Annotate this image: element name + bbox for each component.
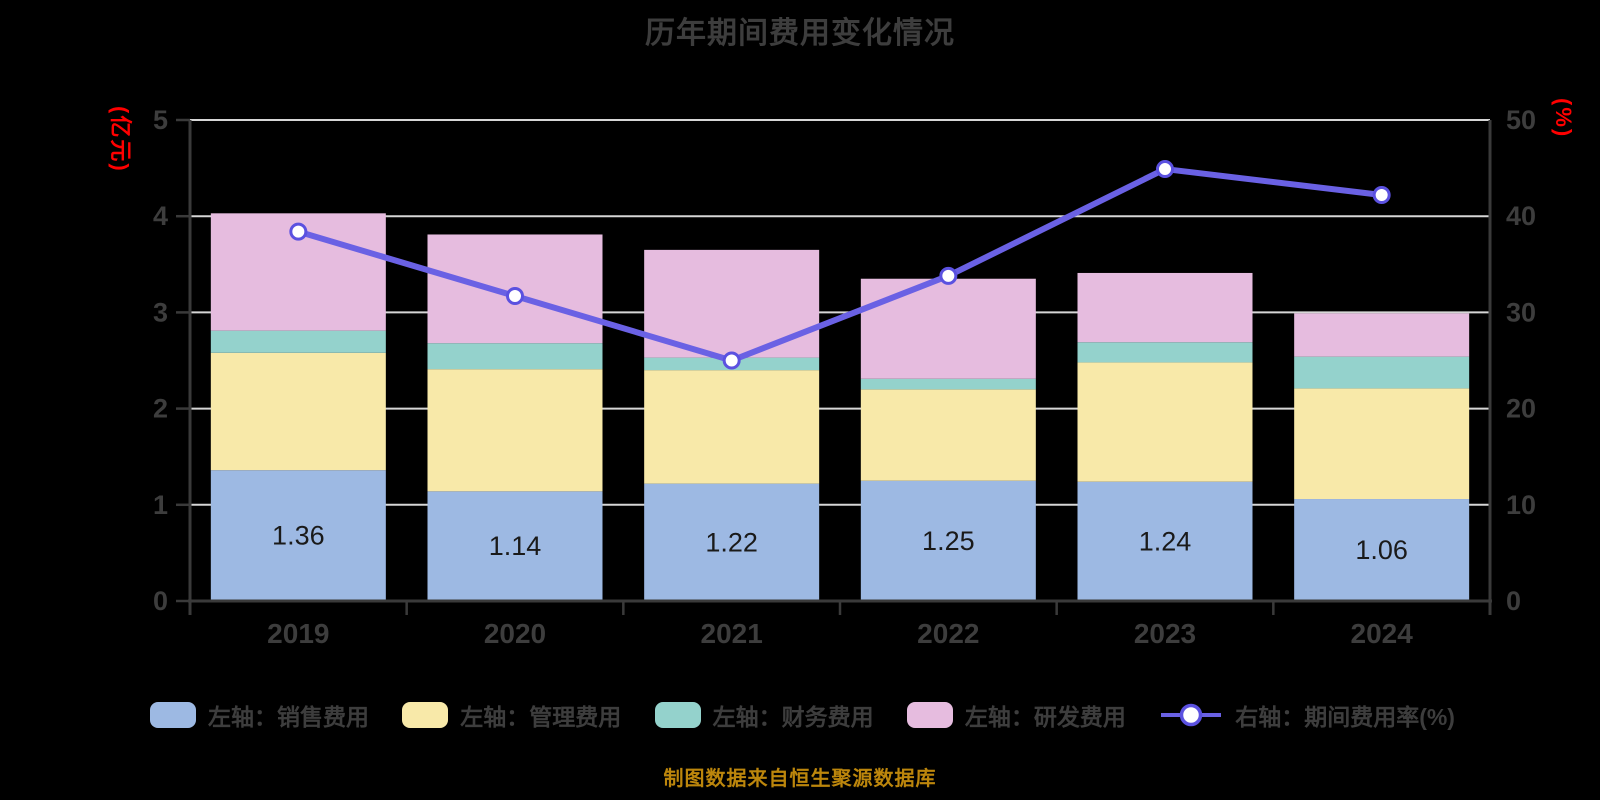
bar-segment-rd-2024 — [1294, 313, 1470, 357]
legend-swatch-admin — [402, 702, 449, 728]
y-right-tick-label: 30 — [1506, 297, 1536, 327]
chart-legend: 左轴：销售费用 左轴：管理费用 左轴：财务费用 左轴：研发费用 右轴：期间费用率(%) — [150, 698, 1455, 732]
y-left-tick-label: 0 — [153, 586, 168, 616]
line-marker-2024 — [1372, 186, 1391, 205]
y-right-tick-label: 20 — [1506, 394, 1536, 424]
line-marker-2023 — [1156, 160, 1174, 179]
legend-swatch-sales — [150, 702, 196, 728]
bar-value-label: 1.14 — [489, 531, 542, 561]
y-left-tick-label: 1 — [153, 490, 168, 520]
bar-segment-sales-2022 — [860, 480, 1036, 601]
bar-segment-rd-2022 — [860, 278, 1036, 379]
bar-segment-rd-2023 — [1077, 272, 1253, 343]
line-marker-2019 — [289, 222, 308, 241]
bar-value-label: 1.36 — [272, 521, 325, 551]
legend-item-rd: 左轴：研发费用 — [906, 698, 1126, 732]
bar-segment-sales-2019 — [210, 470, 386, 601]
legend-item-expense-rate: 右轴：期间费用率(%) — [1159, 698, 1455, 732]
line-marker-2020 — [506, 287, 524, 306]
line-marker-2021 — [722, 351, 741, 370]
data-source-caption: 制图数据来自恒生聚源数据库 — [663, 768, 937, 790]
x-tick-label: 2022 — [917, 618, 979, 649]
y-right-tick-label: 50 — [1506, 105, 1536, 135]
y-right-tick-label: 10 — [1506, 490, 1536, 520]
line-series-expense-rate — [295, 166, 1385, 364]
chart-title: 历年期间费用变化情况 — [645, 17, 955, 50]
bar-value-label: 1.25 — [922, 526, 975, 556]
bar-segment-admin-2019 — [210, 352, 386, 471]
legend-label: 左轴：销售费用 — [208, 704, 369, 730]
bar-segment-admin-2022 — [860, 389, 1036, 481]
y-right-tick-label: 0 — [1506, 586, 1521, 616]
legend-label: 左轴：财务费用 — [712, 704, 874, 730]
bar-segment-finance-2024 — [1294, 356, 1470, 389]
legend-item-sales: 左轴：销售费用 — [150, 698, 369, 732]
bar-segment-admin-2021 — [644, 370, 820, 484]
y-left-tick-label: 3 — [153, 297, 168, 327]
bar-segment-sales-2023 — [1077, 481, 1253, 601]
bar-segment-admin-2023 — [1077, 362, 1253, 482]
legend-item-admin: 左轴：管理费用 — [402, 698, 621, 732]
bar-segment-admin-2024 — [1294, 388, 1470, 500]
bar-segment-sales-2024 — [1294, 499, 1470, 601]
bar-segment-finance-2022 — [860, 378, 1036, 390]
x-tick-label: 2024 — [1351, 618, 1414, 649]
legend-line-marker-icon — [1161, 703, 1222, 727]
bar-segment-admin-2020 — [427, 369, 603, 492]
bar-segment-finance-2019 — [210, 330, 386, 353]
bar-value-label: 1.06 — [1355, 535, 1408, 565]
bar-value-label: 1.22 — [705, 527, 758, 557]
y-right-tick-label: 40 — [1506, 201, 1536, 231]
bar-segment-finance-2023 — [1077, 342, 1253, 363]
left-axis-unit-label: (亿元) — [108, 106, 133, 173]
line-marker-2022 — [939, 266, 958, 285]
legend-item-finance: 左轴：财务费用 — [654, 698, 874, 732]
bar-segment-finance-2020 — [427, 343, 603, 370]
bar-segment-sales-2021 — [644, 483, 820, 601]
x-tick-label: 2019 — [267, 618, 329, 649]
legend-swatch-rd — [906, 702, 953, 728]
y-left-tick-label: 2 — [153, 394, 168, 424]
y-left-tick-label: 4 — [153, 201, 168, 231]
legend-label: 左轴：管理费用 — [460, 704, 622, 730]
x-tick-label: 2020 — [484, 618, 546, 649]
x-tick-label: 2023 — [1134, 618, 1196, 649]
bar-value-label: 1.24 — [1139, 526, 1192, 556]
x-tick-label: 2021 — [701, 618, 763, 649]
y-left-tick-label: 5 — [153, 105, 168, 135]
legend-label: 左轴：研发费用 — [964, 704, 1126, 730]
legend-swatch-finance — [654, 702, 701, 728]
right-axis-unit-label: (%) — [1551, 98, 1576, 139]
bar-segment-sales-2020 — [427, 491, 603, 601]
legend-label: 右轴：期间费用率(%) — [1235, 704, 1455, 730]
